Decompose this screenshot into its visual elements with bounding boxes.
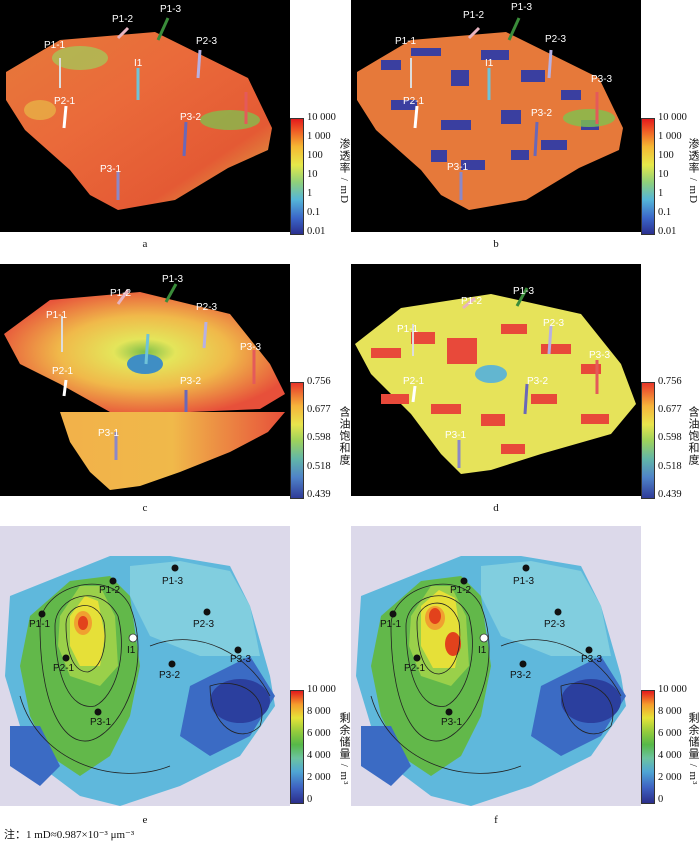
reserves-colorbar: [290, 690, 304, 804]
well-label: P3-1: [100, 164, 122, 175]
well-label: I1: [485, 58, 494, 69]
well-label: P3-3: [589, 350, 611, 361]
well-label: P2-1: [403, 376, 425, 387]
remaining-reserves-map-e: P1-2 P1-3 P1-1 P2-3 I1 P2-1 P3-2 P3-3 P3…: [0, 526, 290, 806]
reserves-colorbar: [641, 690, 655, 804]
saturation-colorbar: [290, 382, 304, 499]
well-label: P1-1: [29, 619, 51, 630]
panel-label: e: [142, 814, 148, 826]
panel-label: b: [493, 238, 499, 250]
well-label: P1-3: [513, 576, 535, 587]
well-label: P1-2: [461, 296, 483, 307]
colorbar-title: 剩余储量 / m³: [687, 712, 699, 786]
well-label: P3-3: [230, 654, 252, 665]
well-label: P3-2: [159, 670, 181, 681]
well-label: P2-1: [404, 663, 426, 674]
well-label: P3-2: [510, 670, 532, 681]
permeability-3d-view-a: P1-1 P1-2 P1-3 P2-3 I1 P2-1 P3-2 P3-1: [0, 0, 290, 232]
well-label: P1-3: [511, 2, 533, 13]
well-label: P1-1: [44, 40, 66, 51]
colorbar-title: 渗透率 / mD: [687, 138, 699, 205]
well-label: P1-1: [46, 310, 68, 321]
well-label: P2-3: [196, 302, 218, 313]
well-label: P1-1: [397, 324, 419, 335]
saturation-colorbar: [641, 382, 655, 499]
colorbar-title: 含油饱和度: [687, 406, 699, 466]
well-label: P1-1: [395, 36, 417, 47]
well-label: P1-2: [110, 288, 132, 299]
well-label: P3-1: [447, 162, 469, 173]
well-label: P2-1: [52, 366, 74, 377]
well-label: P1-2: [112, 14, 134, 25]
well-label: P2-1: [54, 96, 76, 107]
permeability-colorbar: [290, 118, 304, 235]
well-label: P3-3: [591, 74, 613, 85]
well-label: P2-3: [545, 34, 567, 45]
footnote: 注：1 mD≈0.987×10⁻³ μm⁻³: [4, 829, 135, 841]
well-label: P2-1: [53, 663, 75, 674]
well-label: P3-1: [445, 430, 467, 441]
well-label: P3-3: [581, 654, 603, 665]
oil-saturation-3d-view-d: P1-1 P1-2 P1-3 P2-3 P3-3 P2-1 P3-2 P3-1: [351, 264, 641, 496]
well-label: P3-2: [527, 376, 549, 387]
well-label: P1-2: [450, 585, 472, 596]
well-label: P2-3: [544, 619, 566, 630]
well-label: P2-3: [543, 318, 565, 329]
well-label: I1: [127, 645, 136, 656]
well-label: P3-1: [441, 717, 463, 728]
panel-label: c: [142, 502, 148, 514]
well-label: P3-1: [98, 428, 120, 439]
well-label: I1: [134, 58, 143, 69]
well-label: P2-1: [403, 96, 425, 107]
well-label: P3-2: [180, 376, 202, 387]
well-label: P1-2: [99, 585, 121, 596]
well-label: P1-3: [513, 286, 535, 297]
colorbar-title: 剩余储量 / m³: [338, 712, 350, 786]
well-label: P3-2: [531, 108, 553, 119]
well-label: I1: [478, 645, 487, 656]
colorbar-title: 含油饱和度: [338, 406, 350, 466]
oil-saturation-3d-view-c-lower: P3-1: [0, 412, 290, 496]
well-label: P1-3: [160, 4, 182, 15]
well-label: P3-3: [240, 342, 262, 353]
permeability-colorbar: [641, 118, 655, 235]
remaining-reserves-map-f: P1-2 P1-3 P1-1 P2-3 I1 P2-1 P3-2 P3-3 P3…: [351, 526, 641, 806]
panel-label: a: [142, 238, 148, 250]
panel-label: d: [493, 502, 499, 514]
well-label: P1-3: [162, 576, 184, 587]
well-label: P1-2: [463, 10, 485, 21]
well-label: P2-3: [196, 36, 218, 47]
panel-label: f: [494, 814, 498, 826]
well-label: P2-3: [193, 619, 215, 630]
well-label: P1-1: [380, 619, 402, 630]
well-label: P1-3: [162, 274, 184, 285]
well-label: P3-2: [180, 112, 202, 123]
well-label: P3-1: [90, 717, 112, 728]
oil-saturation-3d-view-c: P1-1 P1-2 P1-3 P2-3 P3-3 P2-1 P3-2: [0, 264, 290, 412]
colorbar-title: 渗透率 / mD: [338, 138, 350, 205]
permeability-3d-view-b: P1-1 P1-2 P1-3 P2-3 I1 P2-1 P3-3 P3-2 P3…: [351, 0, 641, 232]
